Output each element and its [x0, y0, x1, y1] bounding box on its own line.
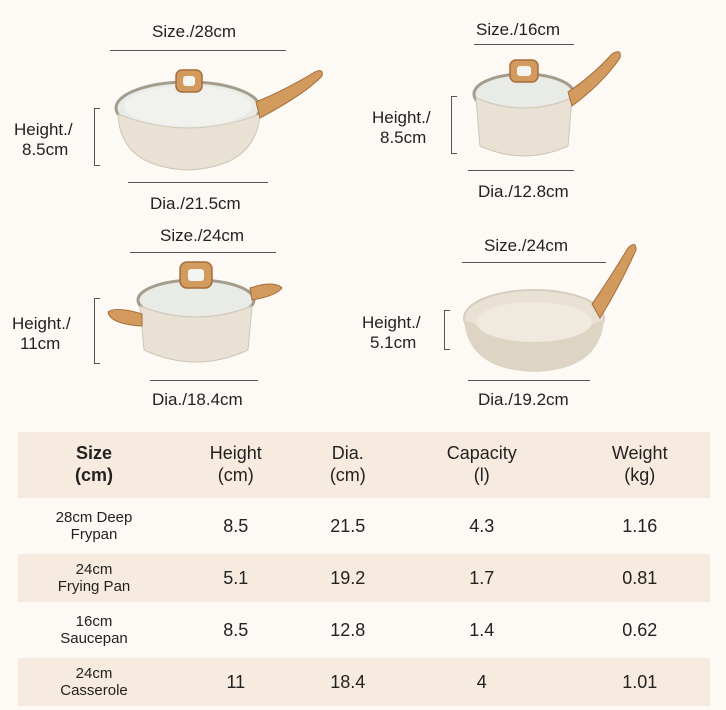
saucepan-image: [472, 51, 621, 157]
row-capacity: 4: [394, 658, 570, 706]
deep-frypan-dia-label: Dia./21.5cm: [150, 194, 241, 213]
row-dia: 21.5: [330, 515, 366, 536]
row-dia: 12.8: [330, 619, 366, 640]
deep-frypan-height-value: 8.5cm: [22, 139, 69, 159]
saucepan-size-line: [474, 44, 574, 45]
spec-table: Size (cm) Height (cm) Dia. (cm) Capacity (l)…: [18, 428, 710, 710]
frying-pan-size-line: [462, 262, 606, 263]
frying-pan-height-value: 5.1cm: [370, 332, 417, 352]
row-weight: 0.62: [622, 619, 658, 640]
table-row: 24cm Casserole 11 18.4 4 1.01: [18, 658, 710, 706]
frying-pan-dia-label: Dia./19.2cm: [478, 390, 569, 409]
saucepan-dia-label: Dia./12.8cm: [478, 182, 569, 201]
casserole-size-label: Size./24cm: [160, 226, 245, 245]
row-capacity: 4.3: [469, 515, 495, 536]
saucepan-height-value: 8.5cm: [380, 127, 427, 147]
deep-frypan-size-line: [110, 50, 286, 51]
frying-pan-size-label: Size./24cm: [484, 236, 569, 255]
row-height: 8.5: [223, 619, 249, 640]
frying-pan-image: [463, 244, 637, 372]
saucepan-height-title: Height./: [372, 108, 431, 127]
header-capacity: Capacity (l): [394, 432, 570, 498]
table-row: 24cm Frying Pan 5.1 19.2 1.7 0.81: [18, 554, 710, 602]
casserole-height-title: Height./: [12, 314, 71, 333]
saucepan-height-line: [451, 96, 452, 154]
row-dia: 19.2: [301, 554, 395, 602]
row-height: 5.1: [170, 554, 302, 602]
row-capacity: 1.7: [394, 554, 570, 602]
casserole-height-value: 11cm: [20, 333, 61, 353]
frying-pan-height-title: Height./: [362, 313, 421, 332]
table-header-row: Size (cm) Height (cm) Dia. (cm) Capacity (l)…: [18, 432, 710, 498]
row-weight: 1.01: [569, 658, 710, 706]
header-dia: Dia. (cm): [301, 432, 395, 498]
deep-frypan-dia-line: [128, 182, 268, 183]
deep-frypan-height-line: [94, 108, 95, 166]
casserole-height-label: Height./ 11cm: [12, 314, 71, 353]
saucepan-height-label: Height./ 8.5cm: [372, 108, 431, 147]
casserole-image: [107, 261, 283, 363]
casserole-height-line: [94, 298, 95, 364]
casserole-dia-label: Dia./18.4cm: [152, 390, 243, 409]
header-size: Size (cm): [18, 432, 170, 498]
row-height: 11: [170, 658, 302, 706]
saucepan-size-label: Size./16cm: [476, 20, 561, 39]
casserole-size-line: [130, 252, 276, 253]
table-row: 28cm Deep Frypan 8.5 21.5 4.3 1.16: [18, 502, 710, 550]
deep-frypan-height-title: Height./: [14, 120, 73, 139]
deep-frypan-image: [114, 69, 323, 171]
row-weight: 1.16: [622, 515, 658, 536]
table-row: 16cm Saucepan 8.5 12.8 1.4 0.62: [18, 606, 710, 654]
row-weight: 0.81: [569, 554, 710, 602]
row-name: 16cm Saucepan: [60, 612, 128, 647]
frying-pan-height-line: [444, 310, 445, 350]
saucepan-dia-line: [468, 170, 574, 171]
row-name: 24cm Casserole: [18, 658, 170, 706]
frying-pan-dia-line: [468, 380, 590, 381]
row-name: 28cm Deep Frypan: [55, 508, 133, 543]
deep-frypan-height-label: Height./ 8.5cm: [14, 120, 73, 159]
row-dia: 18.4: [301, 658, 395, 706]
row-name: 24cm Frying Pan: [18, 554, 170, 602]
header-height: Height (cm): [170, 432, 302, 498]
frying-pan-height-label: Height./ 5.1cm: [362, 313, 421, 352]
row-capacity: 1.4: [469, 619, 495, 640]
casserole-dia-line: [150, 380, 258, 381]
row-height: 8.5: [223, 515, 249, 536]
deep-frypan-size-label: Size./28cm: [152, 22, 237, 41]
header-weight: Weight (kg): [569, 432, 710, 498]
